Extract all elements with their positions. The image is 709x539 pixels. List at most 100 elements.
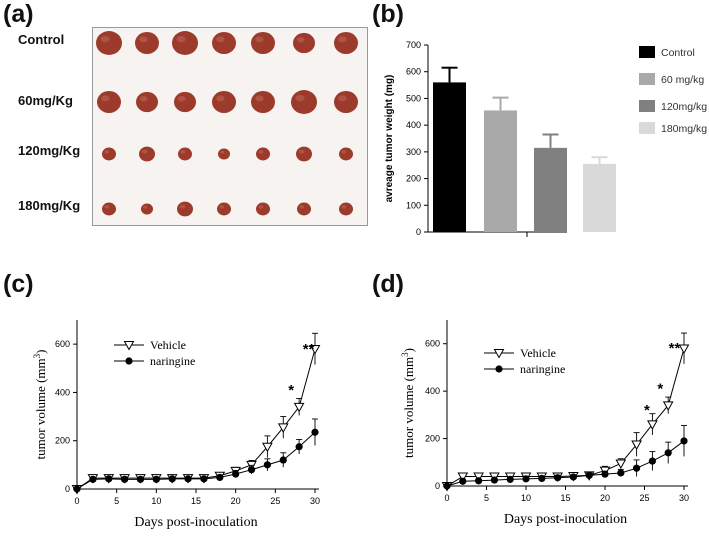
y-tick-label: 500 [406, 93, 421, 103]
x-tick-label: 25 [639, 493, 649, 503]
point-naringine [680, 437, 688, 445]
y-tick-label: 400 [55, 387, 70, 397]
point-naringine [585, 471, 593, 479]
y-tick-label: 400 [425, 386, 440, 396]
group-label-120: 120mg/Kg [18, 143, 81, 158]
point-vehicle [262, 442, 273, 453]
tumor-3-1 [102, 147, 116, 161]
legend-label-2: 60 mg/kg [661, 74, 704, 86]
tumor-highlight [258, 150, 264, 154]
point-vehicle [473, 472, 484, 483]
x-tick-label: 0 [444, 493, 449, 503]
bar-2 [484, 110, 517, 232]
tumor-highlight [216, 95, 225, 102]
x-tick-label: 25 [270, 496, 280, 506]
point-naringine [633, 464, 641, 472]
tumor-4-3 [177, 201, 193, 217]
x-tick-label: 15 [560, 493, 570, 503]
line-chart-c: 0 200 400 600 0 5 10 15 20 25 30 Days post-inoculat… [32, 320, 321, 530]
bar-4 [583, 163, 616, 232]
point-naringine [184, 475, 192, 483]
tumor-highlight [141, 149, 148, 154]
tumor-highlight [295, 94, 305, 102]
point-vehicle [615, 459, 627, 469]
tumor-1-7 [334, 31, 358, 55]
legend-swatch-2 [639, 73, 655, 85]
tumor-highlight [179, 204, 186, 209]
tumor-highlight [104, 150, 110, 154]
point-vehicle [647, 420, 658, 430]
tumor-4-4 [217, 202, 231, 216]
point-naringine [601, 470, 609, 478]
significance-marker: ** [669, 340, 681, 357]
x-axis-label: Days post-inoculation [504, 512, 627, 527]
tumor-1-6 [293, 32, 315, 54]
y-axis-label: tumor volume (mm3) [32, 350, 48, 460]
group-label-control: Control [18, 32, 65, 47]
y-axis-label-close: ) [401, 348, 416, 352]
x-tick-label: 10 [151, 496, 161, 506]
x-tick-label: 30 [679, 493, 689, 503]
point-naringine [216, 473, 224, 482]
legend-label-vehicle: Vehicle [520, 346, 556, 360]
panel-label-c: (c) [3, 270, 34, 298]
tumor-3-6 [296, 146, 312, 162]
point-naringine [664, 449, 672, 457]
point-naringine [617, 469, 625, 477]
tumor-3-7 [339, 147, 353, 161]
y-tick-label: 200 [425, 434, 440, 444]
point-naringine [89, 475, 97, 483]
y-axis-label-sup: 3 [400, 352, 410, 357]
x-tick-label: 10 [521, 493, 531, 503]
point-naringine [73, 485, 81, 493]
tumor-highlight [338, 36, 347, 43]
y-tick-label: 400 [406, 120, 421, 130]
y-axis-label: tumor volume (mm3) [400, 348, 416, 458]
x-tick-label: 15 [191, 496, 201, 506]
group-label-60: 60mg/Kg [18, 93, 73, 108]
point-vehicle [277, 423, 289, 433]
line-chart-d: 0 200 400 600 0 5 10 15 20 25 30 Days post-inoculat… [400, 320, 690, 527]
point-vehicle [457, 472, 469, 483]
point-naringine [152, 475, 160, 483]
legend-label-4: 180mg/kg [661, 123, 707, 135]
y-tick-label: 0 [435, 481, 440, 491]
x-tick-label: 20 [231, 496, 241, 506]
point-naringine [569, 473, 577, 481]
tumor-3-4 [218, 148, 230, 160]
legend-marker [125, 357, 133, 365]
point-naringine [121, 475, 129, 483]
tumor-1-3 [172, 31, 198, 55]
point-naringine [279, 456, 287, 464]
tumor-highlight [100, 35, 110, 43]
tumor-highlight [177, 95, 186, 102]
tumor-highlight [341, 205, 347, 209]
y-tick-label: 0 [416, 227, 421, 237]
point-naringine [648, 457, 656, 465]
x-tick-label: 5 [114, 496, 119, 506]
legend-label-naringine: naringine [150, 354, 195, 368]
tumor-highlight [258, 205, 264, 209]
tumor-highlight [220, 150, 225, 154]
tumor-highlight [296, 36, 305, 43]
tumor-highlight [176, 35, 186, 43]
point-vehicle [631, 440, 642, 451]
y-axis-label-text: tumor volume (mm [401, 357, 416, 458]
point-vehicle [309, 344, 321, 355]
point-naringine [443, 482, 451, 490]
x-tick-label: 20 [600, 493, 610, 503]
tumor-highlight [219, 205, 225, 209]
tumor-highlight [180, 150, 186, 154]
legend-label-3: 120mg/kg [661, 101, 707, 113]
tumor-photo-svg [96, 31, 358, 217]
significance-marker: * [288, 382, 294, 399]
significance-marker: * [644, 402, 650, 419]
legend-swatch-1 [639, 46, 655, 58]
point-naringine [522, 475, 530, 483]
point-vehicle [293, 402, 305, 413]
point-vehicle [662, 401, 674, 411]
tumor-4-2 [141, 203, 153, 215]
tumor-4-7 [339, 202, 353, 216]
bar-1 [433, 82, 466, 233]
legend-marker [123, 341, 135, 351]
